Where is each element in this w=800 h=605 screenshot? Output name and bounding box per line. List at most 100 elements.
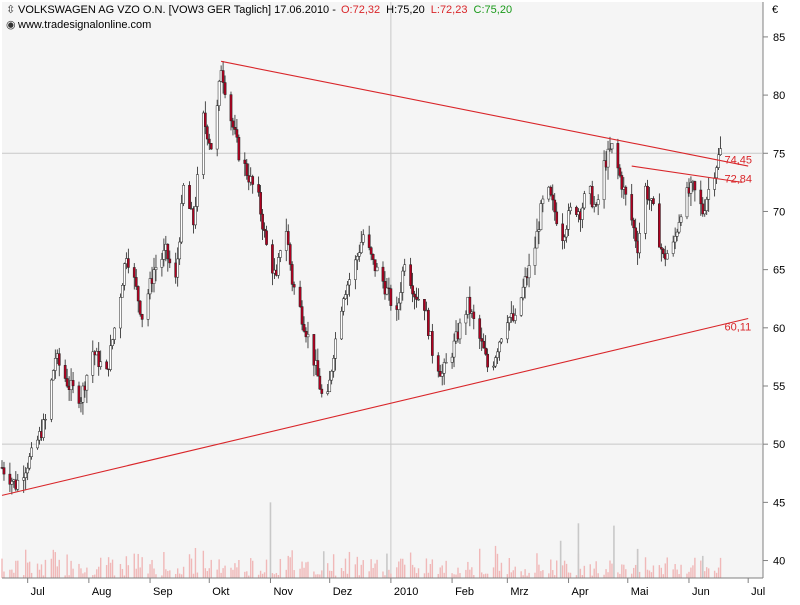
candle-up [385,277,389,296]
candle-down [207,133,211,151]
candle-body [375,266,379,272]
header-close: C:75,20 [474,4,513,16]
candle-body [235,129,239,138]
candle-body [371,254,375,260]
candle-down [480,327,484,351]
candle-up [148,271,152,300]
candle-down [561,213,564,250]
y-tick-label: 80 [773,90,785,102]
candle-down [292,281,296,295]
candle-body [484,347,487,355]
candle-body [71,380,75,387]
candle-body [693,181,697,191]
candle-up [202,110,205,180]
candle-body [537,229,541,232]
candle-up [53,349,57,379]
candle-body [533,247,537,266]
header-symbol-icon: ⇳ [6,4,15,16]
candle-down [701,197,705,217]
candle-body [233,126,237,130]
candle-body [596,199,600,205]
x-tick-label: Apr [572,586,589,598]
candle-up [152,257,156,293]
trendline-value-label: 72,84 [724,173,752,185]
y-tick-label: 65 [773,265,785,277]
candle-body [154,267,158,270]
candle-body [632,219,636,229]
candle-body [361,234,365,243]
candle-up [176,247,180,287]
candle-up [444,353,448,364]
candle-up [665,249,669,260]
candle-up [541,195,545,213]
candle-up [85,374,89,404]
candle-body [44,418,47,421]
candle-up [703,199,707,217]
candle-up [492,361,495,371]
candle-body [652,198,655,204]
candle-body [288,244,292,265]
candle-up [99,350,103,370]
candle-body [277,257,280,276]
candle-body [486,353,489,368]
candle-body [215,105,219,150]
candle-body [608,148,612,150]
candle-body [194,206,197,226]
candle-down [618,164,622,178]
candle-body [326,391,330,394]
candle-body [344,294,347,299]
candle-up [464,310,468,336]
candle-up [215,99,219,157]
candle-body [440,373,444,377]
x-axis: Jul Aug Sep Okt Nov Dez 2010 Feb Mrz Apr Mai Jun Jul [27,578,765,598]
candle-up [28,452,31,471]
candle-up [340,306,343,340]
candle-up [10,477,14,495]
candle-body [444,362,448,364]
candle-body [671,241,675,254]
candle-body [701,203,705,215]
candle-body [26,467,30,474]
candle-body [507,317,511,324]
candle-down [288,242,292,271]
candle-down [203,101,207,135]
candle-up [539,200,543,231]
candle-up [26,462,30,481]
candle-body [105,361,108,370]
candle-up [685,181,689,220]
candle-body [334,338,337,359]
candle-down [472,304,476,330]
y-tick-label: 85 [773,32,785,44]
candle-up [535,218,539,249]
candles [0,61,722,495]
candle-up [375,262,379,272]
candle-down [661,247,665,258]
candle-body [521,286,525,299]
candle-body [123,263,126,286]
candle-body [427,309,430,336]
candle-body [81,385,85,403]
candle-down [259,185,262,222]
candle-up [196,166,199,212]
y-tick-label: 40 [773,556,785,568]
x-tick-label: Dez [333,586,353,598]
candle-body [415,296,418,300]
candle-body [16,480,20,490]
candle-body [79,402,83,404]
candle-up [569,202,572,215]
candle-down [290,261,294,292]
candle-body [673,236,677,243]
candle-up [689,176,693,206]
candle-body [527,265,531,279]
candle-down [658,193,661,248]
candle-body [265,230,268,245]
candle-up [401,266,405,301]
candle-down [415,287,418,308]
candle-body [209,143,213,150]
plot-area[interactable] [2,2,763,578]
candle-up [705,196,709,216]
candle-body [717,154,720,168]
candle-body [658,203,661,248]
candle-up [346,280,349,306]
